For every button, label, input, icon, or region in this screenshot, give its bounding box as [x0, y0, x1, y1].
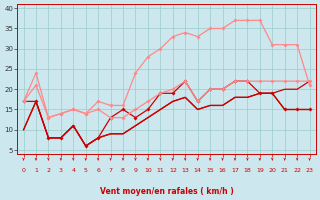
X-axis label: Vent moyen/en rafales ( km/h ): Vent moyen/en rafales ( km/h ) [100, 187, 234, 196]
